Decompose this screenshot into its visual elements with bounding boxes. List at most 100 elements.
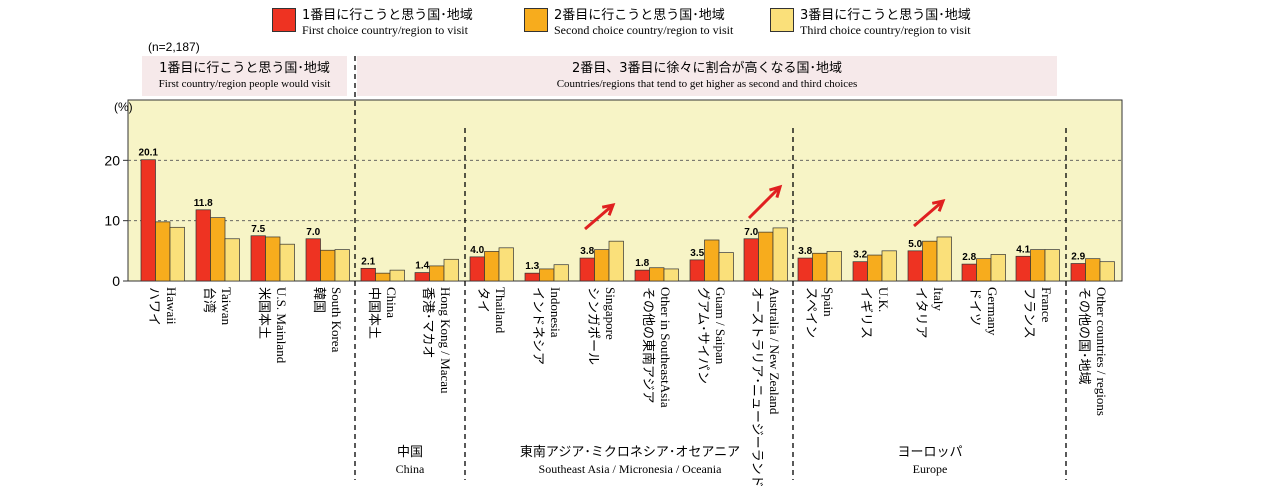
bar [812,252,828,282]
y-tick-label: 20 [104,152,120,168]
legend-item-second: 2番目に行こうと思う国･地域 Second choice country/reg… [524,8,733,38]
band-first-choice-jp: 1番目に行こうと思う国･地域 [159,61,330,76]
y-tick-label: 10 [104,213,120,229]
bar [498,247,514,282]
band-first-choice: 1番目に行こうと思う国･地域 First country/region peop… [142,56,347,96]
data-label: 7.0 [744,227,758,238]
data-label: 4.1 [1016,244,1030,255]
bar [524,272,540,282]
bar [772,227,788,282]
bar [195,209,211,282]
category-label-en: Singapore [603,287,618,340]
category-label-en: Other countries / regions [1094,287,1109,416]
region-label-southeast-asia-jp: 東南アジア･ミクロネシア･オセアニア [519,445,741,460]
bar [1099,261,1115,282]
trend-arrow-head [601,202,616,216]
category-label-en: U.K. [876,287,891,312]
bar [990,254,1006,282]
category-label-en: Hong Kong / Macau [438,287,453,394]
category-label-en: Spain [821,287,836,317]
trend-arrow-head [769,184,783,198]
bar [922,240,938,282]
band-later-choice-en: Countries/regions that tend to get highe… [556,78,858,90]
bar [553,264,569,282]
data-label: 2.9 [1071,252,1085,263]
bar [169,226,185,282]
category-label-jp: ドイツ [967,287,982,326]
bar [826,251,842,282]
data-label: 7.0 [306,227,320,238]
bar [334,249,350,282]
category-label-jp: フランス [1021,287,1036,339]
category-label-jp: イギリス [858,287,873,339]
trend-arrow-head [931,198,946,212]
band-later-choice: 2番目、3番目に徐々に割合が高くなる国･地域 Countries/regions… [357,56,1057,96]
bar [608,240,624,282]
category-label-jp: イタリア [913,287,928,338]
bar [1044,249,1060,282]
category-label-jp: シンガポール [585,287,600,365]
bar [797,257,813,282]
category-label-en: U.S. Mainland [274,287,289,364]
bar [250,235,266,282]
category-label-en: Other in SoutheastAsia [658,287,673,408]
category-label-en: Thailand [493,287,508,334]
bar [634,269,650,282]
category-label-jp: インドネシア [530,287,545,365]
legend-swatch-second [524,8,548,32]
bar [594,249,610,282]
bar [140,159,156,282]
bar [210,217,226,282]
category-label-jp: 中国本土 [366,287,381,339]
data-label: 11.8 [194,198,213,209]
bar [469,256,485,282]
category-label-jp: その他の東南アジア [640,287,656,403]
bar [579,257,595,282]
bar [1015,255,1031,282]
legend-label-third-jp: 3番目に行こうと思う国･地域 [800,8,971,23]
region-label-southeast-asia: 東南アジア･ミクロネシア･オセアニア Southeast Asia / Micr… [465,444,795,477]
legend-item-first: 1番目に行こうと思う国･地域 First choice country/regi… [272,8,473,38]
data-label: 20.1 [139,148,159,159]
category-label-jp: グアム･サイパン [695,287,710,384]
bar [224,238,240,282]
legend-swatch-third [770,8,794,32]
data-label: 3.8 [580,246,594,257]
region-label-china-en: China [395,462,425,476]
bar [414,272,430,282]
category-label-jp: オーストラリア･ニュージーランド [749,287,764,488]
data-label: 5.0 [908,239,922,250]
region-label-china-jp: 中国 [396,445,423,460]
bar [961,263,977,282]
bar [663,268,679,282]
category-label-jp: その他の国･地域 [1076,287,1091,385]
legend-label-first-en: First choice country/region to visit [302,23,468,37]
bar [305,238,321,282]
legend-label-second-en: Second choice country/region to visit [554,23,734,37]
bar [867,254,883,282]
category-label-en: Indonesia [548,287,563,338]
bar [1070,263,1086,282]
data-label: 4.0 [470,245,484,256]
y-tick-label: 0 [112,273,120,289]
category-label-en: South Korea [329,287,344,353]
bar [429,265,445,282]
category-label-en: France [1039,287,1054,323]
category-label-jp: 香港･マカオ [420,287,435,359]
bar [1030,249,1046,282]
category-label-jp: タイ [475,287,490,313]
category-label-jp: 台湾 [201,287,217,313]
category-label-en: Guam / Saipan [713,287,728,365]
data-label: 2.8 [962,252,976,263]
bar [320,249,336,282]
bar [539,268,555,282]
data-label: 2.1 [361,256,375,267]
category-label-jp: 米国本土 [256,287,271,339]
data-label: 1.8 [635,258,649,269]
bar [743,238,759,282]
bar [1085,258,1101,282]
category-label-jp: スペイン [803,287,818,338]
data-label: 1.3 [525,261,539,272]
bar [155,221,171,282]
bar [881,250,897,282]
